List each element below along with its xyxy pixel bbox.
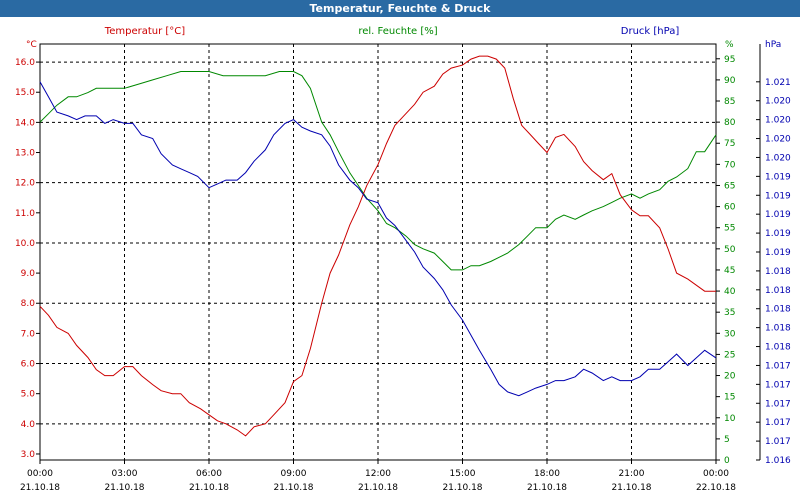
humidity-axis-tick-label: 75 (724, 139, 735, 149)
pressure-line (39, 81, 717, 397)
humidity-axis-tick-label: 90 (724, 76, 736, 86)
x-tick-time: 21:00 (619, 469, 645, 479)
x-tick-date: 21.10.18 (358, 483, 398, 493)
x-tick-time: 09:00 (281, 469, 307, 479)
pressure-axis-tick-label: 1.017 (765, 437, 791, 447)
pressure-axis-tick-label: 1.016 (765, 456, 791, 466)
temp-axis-tick-label: 9.0 (21, 269, 36, 279)
temp-axis-tick-label: 8.0 (21, 299, 36, 309)
x-tick-date: 21.10.18 (104, 483, 144, 493)
x-tick-date: 21.10.18 (20, 483, 60, 493)
temp-axis-unit: °C (26, 40, 37, 50)
temp-axis-tick-label: 4.0 (21, 420, 36, 430)
pressure-axis-tick-label: 1.020 (765, 97, 791, 107)
pressure-axis-tick-label: 1.017 (765, 380, 791, 390)
pressure-axis-tick-label: 1.019 (765, 248, 791, 258)
temp-axis: 3.0 4.0 5.0 6.0 7.0 8.0 9.0 10.0 11.0 12.0 13.0 14.… (15, 58, 40, 460)
pressure-axis: 1.016 1.017 1.017 1.017 1.017 1.017 1.018 1.018… (756, 44, 791, 466)
temp-axis-tick-label: 7.0 (21, 329, 36, 339)
pressure-axis-tick-label: 1.017 (765, 399, 791, 409)
humidity-axis: 0 5 10 15 20 25 30 35 40 45 50 55 60 65 70 75 80 85 90 95 (716, 55, 736, 466)
pressure-axis-tick-label: 1.017 (765, 361, 791, 371)
humidity-axis-tick-label: 40 (724, 287, 736, 297)
plot-area (39, 43, 717, 461)
temp-axis-tick-label: 11.0 (15, 209, 35, 219)
humidity-axis-tick-label: 0 (724, 456, 730, 466)
humidity-axis-unit: % (725, 40, 734, 50)
x-tick-time: 00:00 (703, 469, 729, 479)
pressure-axis-tick-label: 1.019 (765, 191, 791, 201)
temp-axis-tick-label: 14.0 (15, 118, 35, 128)
humidity-axis-tick-label: 20 (724, 372, 736, 382)
temp-axis-tick-label: 10.0 (15, 239, 35, 249)
pressure-axis-tick-label: 1.020 (765, 135, 791, 145)
pressure-axis-tick-label: 1.018 (765, 324, 791, 334)
humidity-axis-tick-label: 15 (724, 393, 735, 403)
x-tick-date: 21.10.18 (442, 483, 482, 493)
grid-lines (40, 44, 716, 460)
temperature-line (39, 55, 716, 437)
humidity-axis-tick-label: 80 (724, 118, 736, 128)
humidity-axis-tick-label: 65 (724, 181, 735, 191)
legend-humidity: rel. Feuchte [%] (358, 26, 437, 37)
pressure-axis-tick-label: 1.020 (765, 116, 791, 126)
x-tick-time: 12:00 (365, 469, 391, 479)
humidity-axis-tick-label: 95 (724, 55, 735, 65)
pressure-axis-tick-label: 1.019 (765, 172, 791, 182)
pressure-axis-tick-label: 1.018 (765, 286, 791, 296)
temp-axis-tick-label: 5.0 (21, 390, 36, 400)
humidity-axis-tick-label: 35 (724, 308, 735, 318)
humidity-axis-tick-label: 85 (724, 97, 735, 107)
pressure-axis-tick-label: 1.019 (765, 210, 791, 220)
pressure-axis-tick-label: 1.018 (765, 343, 791, 353)
legend-temperature: Temperatur [°C] (104, 26, 185, 37)
x-axis: 00:00 21.10.18 03:00 21.10.18 06:00 21.10.18 0… (20, 460, 736, 493)
x-tick-date: 21.10.18 (611, 483, 651, 493)
x-tick-time: 18:00 (534, 469, 560, 479)
x-tick-date: 21.10.18 (527, 483, 567, 493)
x-tick-time: 00:00 (27, 469, 53, 479)
humidity-line (39, 71, 717, 271)
pressure-axis-tick-label: 1.021 (765, 78, 791, 88)
temp-axis-tick-label: 3.0 (21, 450, 36, 460)
humidity-axis-tick-label: 55 (724, 224, 735, 234)
temp-axis-tick-label: 16.0 (15, 58, 35, 68)
temp-axis-tick-label: 12.0 (15, 179, 35, 189)
x-tick-time: 03:00 (112, 469, 138, 479)
temp-axis-tick-label: 6.0 (21, 360, 36, 370)
pressure-axis-tick-label: 1.019 (765, 229, 791, 239)
temp-axis-tick-label: 15.0 (15, 88, 35, 98)
humidity-axis-tick-label: 70 (724, 160, 736, 170)
humidity-axis-tick-label: 5 (724, 435, 730, 445)
x-tick-date: 22.10.18 (696, 483, 736, 493)
pressure-axis-tick-label: 1.017 (765, 418, 791, 428)
x-tick-date: 21.10.18 (189, 483, 229, 493)
pressure-axis-tick-label: 1.018 (765, 267, 791, 277)
x-tick-date: 21.10.18 (273, 483, 313, 493)
humidity-axis-tick-label: 10 (724, 414, 736, 424)
humidity-axis-tick-label: 50 (724, 245, 736, 255)
pressure-axis-tick-label: 1.018 (765, 305, 791, 315)
humidity-axis-tick-label: 45 (724, 266, 735, 276)
temp-axis-tick-label: 13.0 (15, 149, 35, 159)
humidity-axis-tick-label: 60 (724, 203, 736, 213)
humidity-axis-tick-label: 25 (724, 350, 735, 360)
pressure-axis-unit: hPa (765, 40, 781, 50)
pressure-axis-tick-label: 1.020 (765, 153, 791, 163)
legend-pressure: Druck [hPa] (621, 26, 680, 37)
humidity-axis-tick-label: 30 (724, 329, 736, 339)
x-tick-time: 06:00 (196, 469, 222, 479)
chart-title: Temperatur, Feuchte & Druck (0, 0, 800, 17)
x-tick-time: 15:00 (450, 469, 476, 479)
